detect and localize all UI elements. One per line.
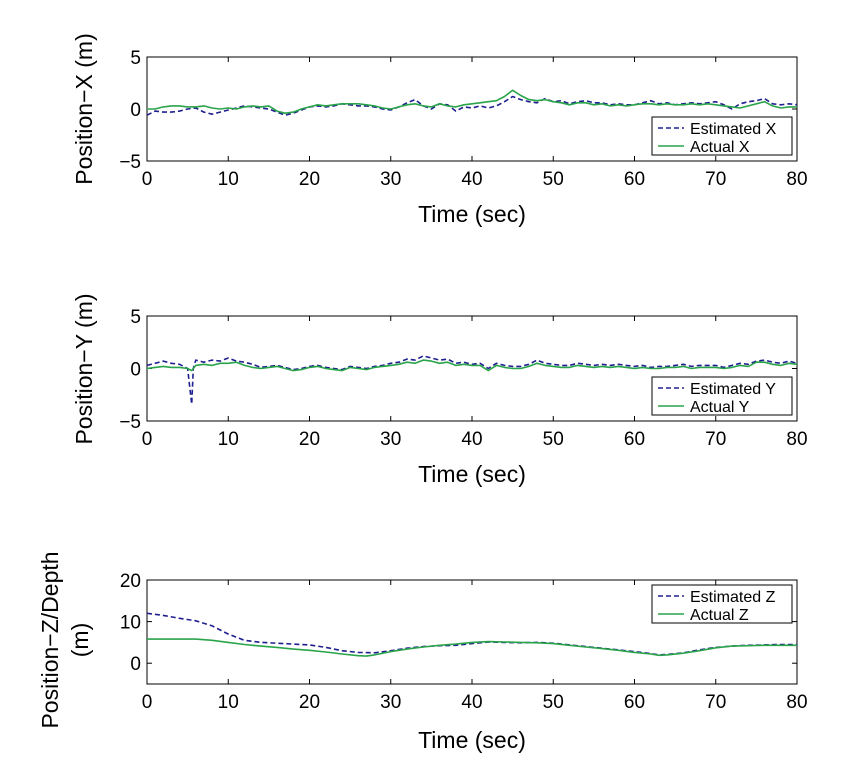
x-tick-label: 80	[786, 692, 807, 713]
y-tick-label: 20	[120, 571, 141, 592]
legend-box	[651, 584, 793, 624]
x-tick-label: 60	[624, 692, 645, 713]
x-tick-label: 20	[299, 429, 320, 450]
y-tick-label: 0	[130, 654, 141, 675]
x-tick-label: 40	[461, 169, 482, 190]
y-axis-label-line: Position−Z/Depth	[37, 551, 63, 728]
y-tick-label: 5	[130, 307, 141, 328]
x-tick-label: 10	[218, 692, 239, 713]
legend-entry: Actual Y	[690, 399, 750, 416]
y-tick-label: 0	[130, 360, 141, 381]
x-tick-label: 50	[543, 169, 564, 190]
legend-entry: Actual Z	[690, 607, 749, 624]
series-line-actual	[147, 638, 797, 657]
y-axis-label: Position−Z/Depth (m)	[37, 551, 93, 728]
x-tick-label: 30	[380, 169, 401, 190]
series-line-estimated	[146, 95, 798, 116]
y-axis-label-line: Position−X (m)	[71, 33, 97, 184]
y-tick-label: 0	[130, 100, 141, 121]
x-tick-label: 10	[218, 169, 239, 190]
legend-entry: Estimated Z	[690, 589, 776, 606]
x-tick-label: 20	[299, 692, 320, 713]
y-tick-label: −5	[119, 152, 141, 173]
x-tick-label: 70	[705, 429, 726, 450]
series-line-actual	[146, 359, 798, 372]
x-tick-label: 80	[786, 429, 807, 450]
x-tick-label: 0	[142, 692, 153, 713]
legend-box	[651, 376, 793, 416]
x-tick-label: 50	[543, 692, 564, 713]
x-tick-label: 40	[461, 692, 482, 713]
y-axis-label: Position−Y (m)	[71, 293, 97, 444]
x-tick-label: 0	[142, 169, 153, 190]
y-tick-label: 5	[130, 48, 141, 69]
x-tick-label: 60	[624, 429, 645, 450]
series-line-estimated	[146, 355, 798, 406]
y-axis-label-line: Position−Y (m)	[71, 293, 97, 444]
series-line-actual	[147, 89, 797, 114]
y-tick-label: −5	[119, 412, 141, 433]
x-axis-label: Time (sec)	[418, 727, 526, 753]
x-tick-label: 30	[380, 692, 401, 713]
x-tick-label: 50	[543, 429, 564, 450]
y-axis-label-line: (m)	[67, 623, 93, 657]
legend-entry: Estimated Y	[690, 381, 776, 398]
x-tick-label: 80	[786, 169, 807, 190]
x-tick-label: 70	[705, 169, 726, 190]
chart-3: 0 10 20 30 40 50 60 70 80 0 10 20 Time (sec) Position…	[37, 551, 808, 753]
legend-entry: Actual X	[690, 139, 750, 156]
x-tick-label: 40	[461, 429, 482, 450]
x-tick-label: 10	[218, 429, 239, 450]
x-tick-label: 60	[624, 169, 645, 190]
x-tick-label: 70	[705, 692, 726, 713]
x-tick-label: 0	[142, 429, 153, 450]
y-axis-label: Position−X (m)	[71, 33, 97, 184]
x-axis-label: Time (sec)	[418, 461, 526, 487]
legend-entry: Estimated X	[690, 121, 777, 138]
x-tick-label: 20	[299, 169, 320, 190]
legend-box	[651, 116, 793, 156]
x-axis-label: Time (sec)	[418, 201, 526, 227]
y-tick-label: 10	[120, 613, 141, 634]
x-tick-label: 30	[380, 429, 401, 450]
